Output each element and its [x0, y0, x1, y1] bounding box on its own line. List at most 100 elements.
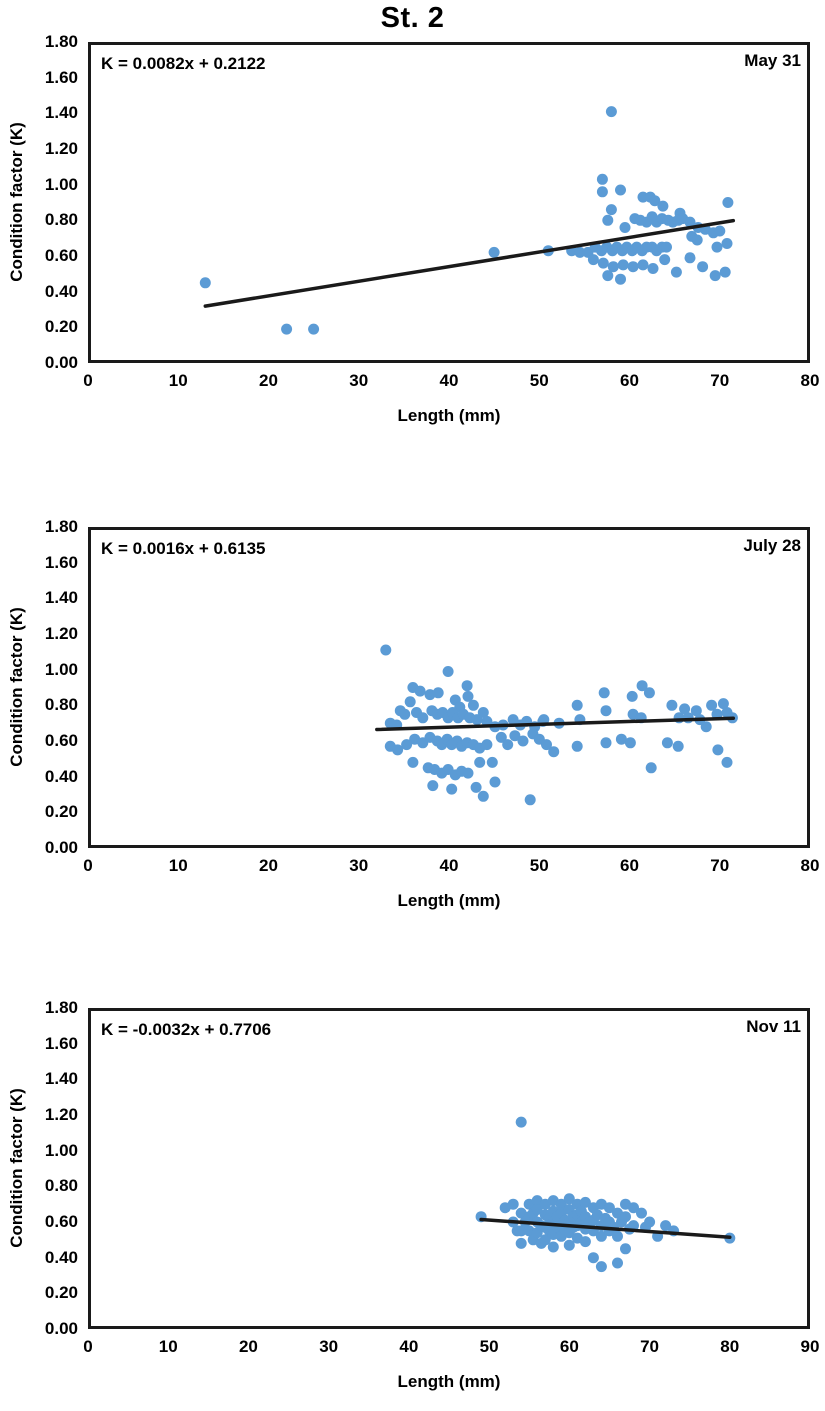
y-tick-label: 0.80 [44, 1176, 78, 1196]
data-point [612, 1230, 623, 1242]
x-axis-title: Length (mm) [397, 891, 501, 910]
data-point [624, 737, 636, 749]
data-point [597, 257, 609, 269]
x-tick-label: 80 [720, 1337, 740, 1356]
y-tick-label: 0.00 [44, 838, 78, 857]
data-point [404, 696, 416, 708]
data-point [488, 246, 500, 258]
data-point [661, 737, 673, 749]
data-point [442, 666, 454, 677]
x-tick-label: 30 [349, 856, 369, 875]
data-point [574, 246, 586, 258]
data-point [620, 1211, 631, 1223]
y-tick-label: 1.00 [44, 659, 78, 679]
data-point [605, 106, 617, 118]
data-point [714, 225, 726, 237]
data-point [517, 735, 529, 747]
data-point [717, 698, 729, 710]
trend-line [479, 1217, 732, 1239]
plot-frame [88, 527, 810, 848]
data-point [474, 756, 486, 768]
x-tick-label: 40 [439, 856, 459, 875]
data-point [721, 238, 733, 249]
data-point [598, 687, 610, 699]
data-point [628, 1202, 639, 1214]
data-point [471, 714, 483, 726]
y-tick-label: 0.60 [44, 731, 78, 750]
x-tick-label: 20 [259, 371, 278, 390]
y-tick-label: 1.60 [44, 67, 78, 87]
y-tick-label: 0.80 [44, 210, 78, 230]
data-point [605, 204, 617, 216]
data-point [690, 705, 702, 717]
data-point [563, 1193, 575, 1205]
x-tick-label: 20 [259, 856, 278, 875]
data-point [477, 790, 489, 802]
data-point [666, 699, 678, 711]
data-point [619, 222, 631, 233]
data-point [647, 263, 659, 274]
x-tick-label: 90 [800, 1337, 820, 1356]
data-point [600, 705, 612, 717]
data-point [712, 744, 724, 756]
trend-line [203, 218, 736, 308]
x-tick-label: 50 [529, 856, 549, 875]
y-tick-label: 1.60 [44, 1033, 78, 1053]
data-point [462, 690, 474, 702]
figure-title: St. 2 [380, 2, 445, 34]
data-point [538, 714, 550, 726]
data-point [481, 739, 493, 751]
data-point [531, 1204, 543, 1215]
data-point [679, 703, 691, 715]
data-point [627, 261, 639, 273]
data-point [462, 767, 474, 779]
data-point [721, 756, 733, 768]
data-point [602, 270, 614, 282]
data-point [515, 1116, 527, 1128]
data-point [539, 1234, 551, 1246]
panel-date-label: July 28 [743, 536, 801, 555]
x-tick-label: 0 [83, 856, 93, 875]
data-point [595, 1261, 607, 1273]
data-point [515, 1237, 527, 1249]
trendline-equation: K = 0.0016x + 0.6135 [101, 539, 266, 558]
y-tick-label: 0.40 [44, 281, 78, 301]
y-tick-label: 1.60 [44, 552, 78, 572]
data-point [617, 259, 629, 271]
y-tick-label: 1.20 [44, 1105, 78, 1124]
data-point [486, 756, 498, 768]
data-point [607, 261, 619, 273]
x-tick-label: 10 [168, 856, 188, 875]
data-point [596, 186, 608, 198]
data-point [541, 739, 552, 751]
plot-area [88, 1008, 810, 1329]
data-point [509, 730, 521, 742]
x-tick-label: 0 [83, 1337, 93, 1356]
data-point [481, 715, 493, 727]
data-point [401, 739, 413, 751]
y-tick-label: 1.80 [44, 32, 78, 51]
chart-panel-may31: Condition factor (K) K = 0.0082x + 0.212… [0, 32, 825, 425]
y-tick-label: 0.60 [44, 1212, 78, 1231]
data-point [657, 200, 669, 212]
y-tick-label: 0.20 [44, 317, 78, 337]
data-point [643, 687, 655, 699]
trend-line [375, 716, 736, 732]
data-point [672, 740, 684, 752]
data-point [722, 197, 734, 208]
data-point [547, 1241, 559, 1253]
x-tick-label: 70 [640, 1337, 659, 1356]
data-point [461, 680, 473, 692]
panel-date-label: May 31 [744, 51, 801, 70]
data-point [417, 712, 429, 724]
x-tick-label: 50 [529, 371, 549, 390]
x-tick-label: 60 [559, 1337, 579, 1356]
data-point [515, 1225, 527, 1237]
data-point [399, 708, 411, 720]
plot-area [88, 527, 810, 848]
y-tick-label: 1.40 [44, 1069, 78, 1089]
data-point [636, 1207, 647, 1219]
data-point [697, 261, 709, 273]
data-point [691, 234, 703, 246]
data-point [524, 794, 536, 806]
